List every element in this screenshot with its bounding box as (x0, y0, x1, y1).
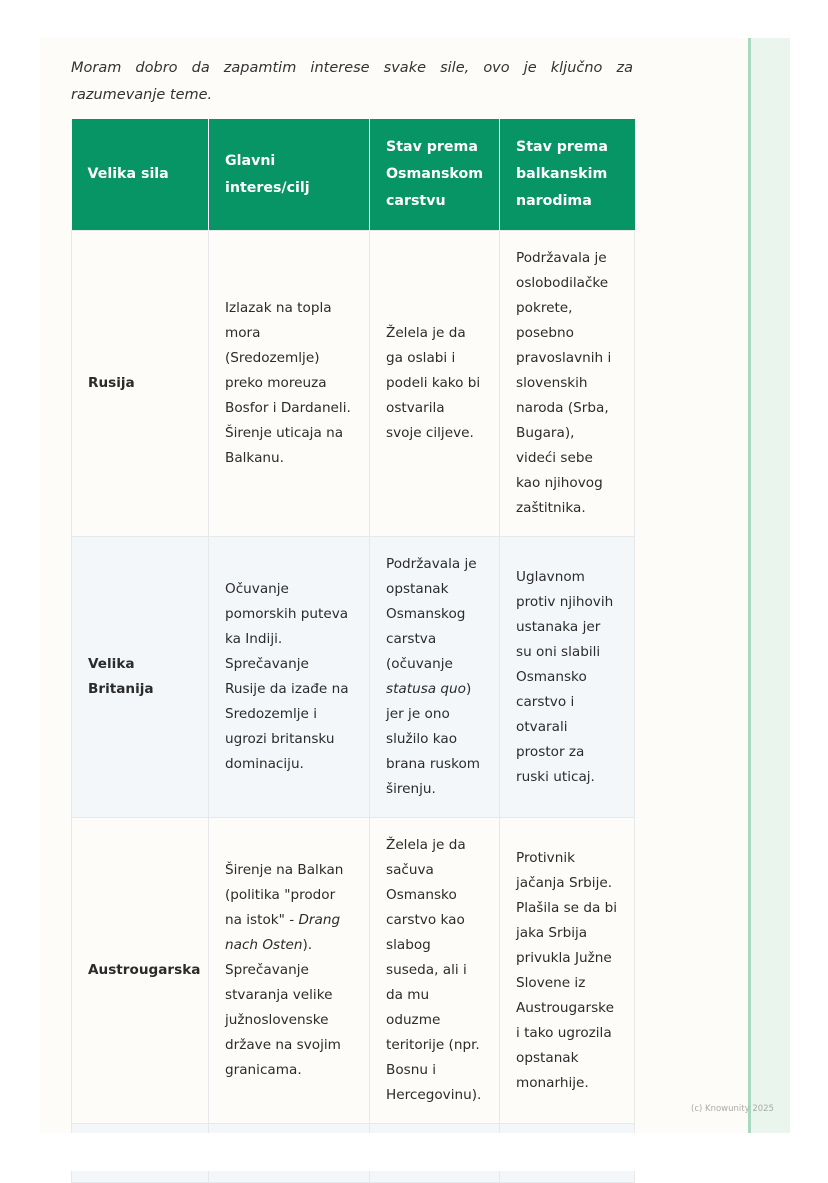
table-cell: Izlazak na topla mora (Sredozemlje) prek… (208, 230, 370, 537)
cell-emphasis: Drang nach Osten (225, 912, 341, 953)
table-row: Rusija Izlazak na topla mora (Sredozemlj… (71, 230, 635, 537)
cell-text: ). Sprečavanje stvaranja velike južnoslo… (225, 937, 341, 1078)
table-header: Velika sila Glavni interes/cilj Stav pre… (71, 119, 635, 231)
power-name: Austrougarska (71, 817, 209, 1124)
table-cell: Očuvanje pomorskih puteva ka Indiji. Spr… (208, 536, 370, 818)
intro-text: Moram dobro da zapamtim interese svake s… (71, 59, 633, 103)
table-cell: Želela je da sačuva Osmansko carstvo kao… (369, 817, 500, 1124)
cell-emphasis: statusa quo (386, 681, 466, 697)
table-row: Velika Britanija Očuvanje pomorskih pute… (71, 536, 635, 818)
table-cell: Podržavala je opstanak Osmanskog carstva… (369, 536, 500, 818)
great-powers-table: Velika sila Glavni interes/cilj Stav pre… (71, 119, 635, 1183)
table-cell: Uglavnom protiv njihovih ustanaka jer su… (499, 536, 635, 818)
header-cell: Velika sila (71, 119, 209, 231)
cell-text: Podržavala je opstanak Osmanskog carstva… (386, 556, 477, 672)
header-cell: Stav prema Osmanskom carstvu (369, 119, 500, 231)
table-cell: Širenje na Balkan (politika "prodor na i… (208, 817, 370, 1124)
cell-text: ) jer je ono služilo kao brana ruskom ši… (386, 681, 481, 797)
side-panel (748, 38, 790, 1133)
header-cell: Stav prema balkanskim narodima (499, 119, 635, 231)
table-cell: Protivnik jačanja Srbije. Plašila se da … (499, 817, 635, 1124)
power-name: Rusija (71, 230, 209, 537)
header-cell: Glavni interes/cilj (208, 119, 370, 231)
table-row: Austrougarska Širenje na Balkan (politik… (71, 817, 635, 1124)
copyright: (c) Knowunity 2025 (691, 1104, 774, 1114)
power-name: Velika Britanija (71, 536, 209, 818)
table-cell: Podržavala je oslobodilačke pokrete, pos… (499, 230, 635, 537)
cell-text: Širenje na Balkan (politika "prodor na i… (225, 862, 344, 928)
table-cell: Želela je da ga oslabi i podeli kako bi … (369, 230, 500, 537)
